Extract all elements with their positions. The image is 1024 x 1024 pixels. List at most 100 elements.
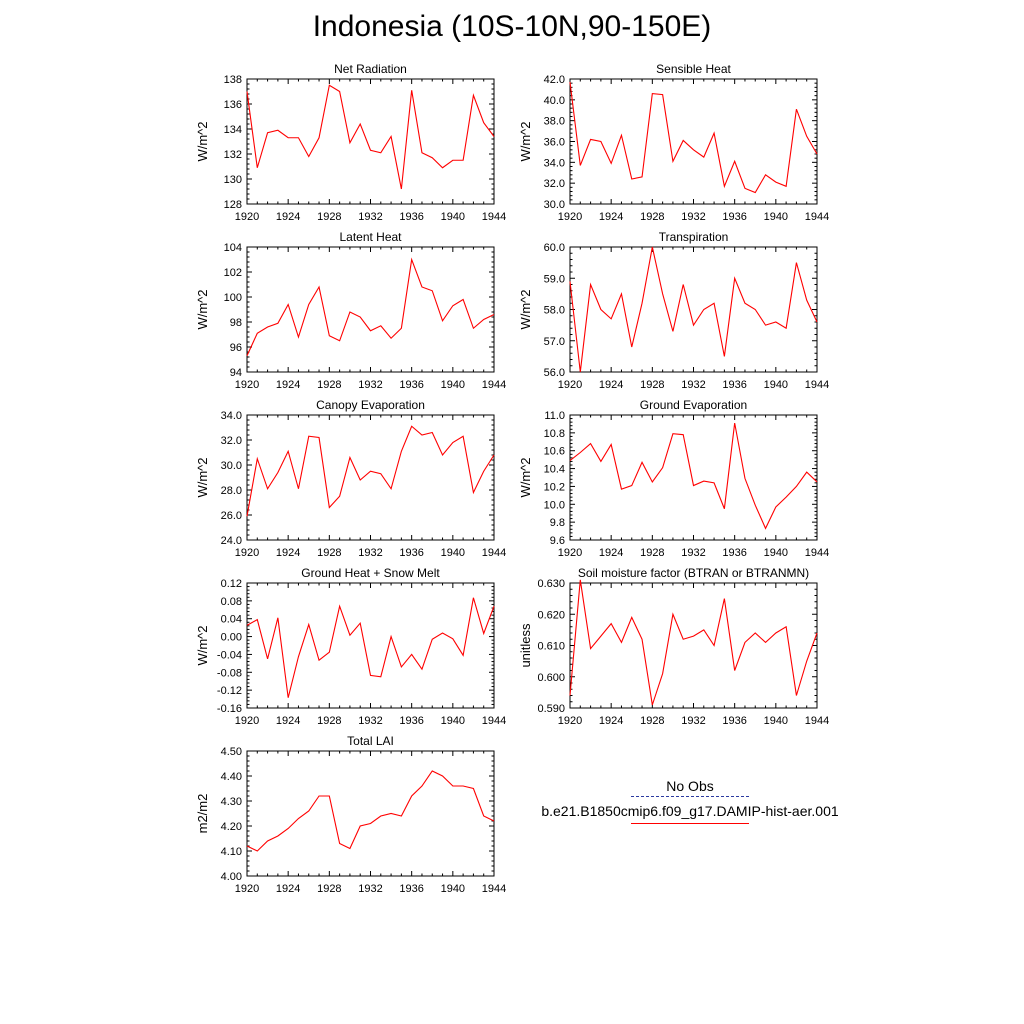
x-tick-label: 1920 [558, 547, 582, 559]
legend-model-line [631, 823, 749, 824]
plot-frame [569, 414, 818, 541]
y-tick-label: 130 [224, 174, 242, 186]
y-tick-label: -0.08 [217, 667, 242, 679]
y-tick-label: 56.0 [544, 367, 565, 379]
y-tick-label: 10.8 [544, 428, 565, 440]
x-tick-label: 1944 [482, 379, 506, 391]
chart-panel-2: 1920 1924 1928 1932 1936 1940 1944 30.0 32.0 34.0… [518, 62, 829, 223]
legend: No Obs b.e21.B1850cmip6.f09_g17.DAMIP-hi… [530, 778, 850, 824]
y-tick-label: 0.04 [221, 614, 242, 626]
plot-frame [569, 78, 818, 205]
plot-frame [246, 78, 495, 205]
chart-panel-5: 1920 1924 1928 1932 1936 1940 1944 24.0 26.0 28.0… [195, 398, 506, 559]
page-title: Indonesia (10S-10N,90-150E) [312, 10, 712, 43]
plot-frame [246, 414, 495, 541]
chart-title: Net Radiation [334, 62, 407, 76]
series-line-1 [246, 770, 495, 852]
y-tick-label: 138 [224, 74, 242, 86]
x-tick-label: 1936 [722, 379, 746, 391]
y-axis-label: W/m^2 [195, 289, 210, 329]
series-line-1 [246, 84, 495, 190]
x-tick-label: 1936 [399, 211, 423, 223]
chart-panel-8: 1920 1924 1928 1932 1936 1940 1944 0.590 0.600 0.… [518, 566, 829, 727]
y-tick-label: 104 [224, 242, 242, 254]
x-tick-label: 1944 [805, 547, 829, 559]
x-tick-label: 1936 [722, 715, 746, 727]
chart-panel-7: 1920 1924 1928 1932 1936 1940 1944 -0.16 -0.12 -0… [195, 566, 506, 727]
series-line-1 [569, 579, 818, 706]
y-tick-label: -0.16 [217, 703, 242, 715]
x-tick-label: 1932 [681, 211, 705, 223]
x-tick-label: 1936 [399, 883, 423, 895]
y-axis-label: W/m^2 [518, 457, 533, 497]
series-line-1 [569, 422, 818, 530]
y-tick-label: 128 [224, 199, 242, 211]
y-tick-label: 57.0 [544, 336, 565, 348]
y-axis-label: W/m^2 [195, 625, 210, 665]
legend-model-label: b.e21.B1850cmip6.f09_g17.DAMIP-hist-aer.… [541, 803, 839, 819]
x-tick-label: 1924 [599, 379, 623, 391]
chart-title: Sensible Heat [656, 62, 731, 76]
x-tick-label: 1944 [482, 211, 506, 223]
legend-obs-label: No Obs [666, 778, 714, 794]
x-tick-label: 1920 [235, 883, 259, 895]
plot-frame [246, 246, 495, 373]
y-axis-label: W/m^2 [518, 289, 533, 329]
x-tick-label: 1940 [441, 211, 465, 223]
y-tick-label: 4.20 [221, 821, 242, 833]
y-axis-label: W/m^2 [195, 457, 210, 497]
y-tick-label: 94 [230, 367, 242, 379]
x-tick-label: 1944 [482, 883, 506, 895]
chart-panel-1: 1920 1924 1928 1932 1936 1940 1944 128 130 132 134… [195, 62, 506, 223]
y-tick-label: 42.0 [544, 74, 565, 86]
y-tick-label: 9.6 [550, 535, 565, 547]
chart-title: Soil moisture factor (BTRAN or BTRANMN) [578, 566, 809, 580]
y-tick-label: 10.0 [544, 499, 565, 511]
x-tick-label: 1944 [805, 211, 829, 223]
chart-title: Transpiration [659, 230, 729, 244]
x-tick-label: 1944 [482, 715, 506, 727]
x-tick-label: 1928 [640, 715, 664, 727]
y-tick-label: 98 [230, 317, 242, 329]
x-tick-label: 1920 [235, 211, 259, 223]
chart-title: Total LAI [347, 734, 394, 748]
y-axis-label: W/m^2 [195, 121, 210, 161]
y-tick-label: 34.0 [221, 410, 242, 422]
x-tick-label: 1936 [399, 715, 423, 727]
y-tick-label: 10.6 [544, 446, 565, 458]
x-tick-label: 1920 [558, 715, 582, 727]
y-tick-label: 9.8 [550, 517, 565, 529]
y-tick-label: -0.12 [217, 685, 242, 697]
x-tick-label: 1940 [764, 379, 788, 391]
y-tick-label: 0.630 [537, 578, 565, 590]
y-tick-label: 0.600 [537, 672, 565, 684]
y-tick-label: 102 [224, 267, 242, 279]
series-line-1 [246, 257, 495, 356]
x-tick-label: 1936 [722, 547, 746, 559]
y-tick-label: 134 [224, 124, 242, 136]
x-tick-label: 1920 [558, 379, 582, 391]
chart-title: Canopy Evaporation [316, 398, 425, 412]
y-tick-label: 10.4 [544, 464, 565, 476]
plot-frame [569, 246, 818, 373]
x-tick-label: 1940 [441, 883, 465, 895]
chart-title: Ground Heat + Snow Melt [301, 566, 440, 580]
x-tick-label: 1920 [235, 715, 259, 727]
x-tick-label: 1924 [599, 547, 623, 559]
x-tick-label: 1920 [235, 379, 259, 391]
x-tick-label: 1940 [441, 715, 465, 727]
x-tick-label: 1932 [681, 715, 705, 727]
series-line-1 [246, 597, 495, 698]
y-tick-label: 38.0 [544, 116, 565, 128]
y-tick-label: 30.0 [221, 460, 242, 472]
chart-title: Ground Evaporation [640, 398, 747, 412]
chart-panel-6: 1920 1924 1928 1932 1936 1940 1944 9.6 9.8 10.0 10… [518, 398, 829, 559]
y-tick-label: 136 [224, 99, 242, 111]
series-line-1 [569, 246, 818, 373]
x-tick-label: 1936 [722, 211, 746, 223]
x-tick-label: 1944 [805, 379, 829, 391]
x-tick-label: 1924 [599, 211, 623, 223]
x-tick-label: 1936 [399, 547, 423, 559]
plot-frame [569, 582, 818, 709]
